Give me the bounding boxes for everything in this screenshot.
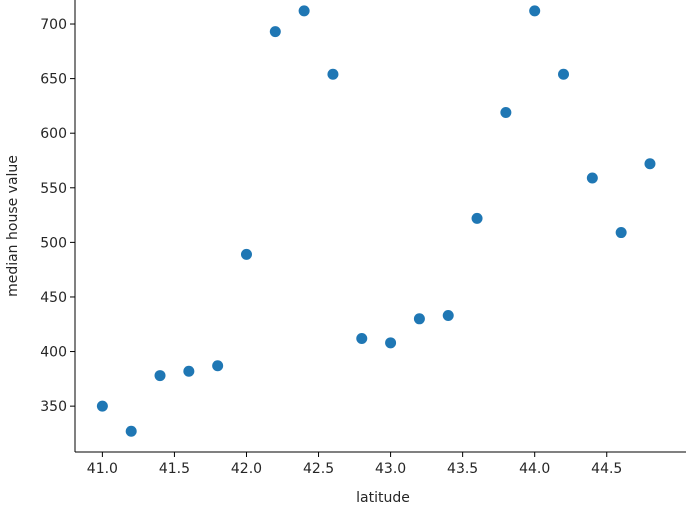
points-layer (96, 5, 656, 437)
data-point (586, 172, 598, 184)
data-point (154, 370, 166, 382)
y-tick-label: 350 (40, 399, 67, 415)
x-tick-label: 43.0 (375, 461, 406, 477)
x-tick-label: 41.5 (159, 461, 190, 477)
data-point (269, 26, 281, 38)
y-tick-label: 500 (40, 235, 67, 251)
x-ticks: 41.0 41.5 42.0 42.5 43.0 43.5 44.0 44.5 (87, 452, 622, 477)
x-tick-label: 41.0 (87, 461, 118, 477)
data-point (298, 5, 310, 17)
y-tick-label: 650 (40, 72, 67, 88)
y-ticks: 350 400 450 500 550 600 650 700 (40, 17, 75, 415)
data-point (413, 313, 425, 325)
data-point (183, 365, 195, 377)
y-tick-label: 550 (40, 181, 67, 197)
x-tick-label: 42.0 (231, 461, 262, 477)
data-point (529, 5, 541, 17)
data-point (558, 68, 570, 80)
data-point (125, 425, 137, 437)
data-point (615, 227, 627, 239)
data-point (644, 158, 656, 170)
x-tick-label: 44.0 (519, 461, 550, 477)
data-point (442, 310, 454, 322)
x-tick-label: 44.5 (591, 461, 622, 477)
data-point (212, 360, 224, 372)
data-point (500, 106, 512, 118)
y-axis-label: median house value (5, 155, 21, 297)
data-point (96, 400, 108, 412)
data-point (240, 248, 252, 260)
data-point (356, 332, 368, 344)
data-point (471, 212, 483, 224)
x-axis-label: latitude (356, 490, 410, 506)
y-tick-label: 700 (40, 17, 67, 33)
y-tick-label: 600 (40, 126, 67, 142)
y-tick-label: 450 (40, 290, 67, 306)
x-tick-label: 43.5 (447, 461, 478, 477)
data-point (327, 68, 339, 80)
x-tick-label: 42.5 (303, 461, 334, 477)
y-tick-label: 400 (40, 345, 67, 361)
data-point (385, 337, 397, 349)
